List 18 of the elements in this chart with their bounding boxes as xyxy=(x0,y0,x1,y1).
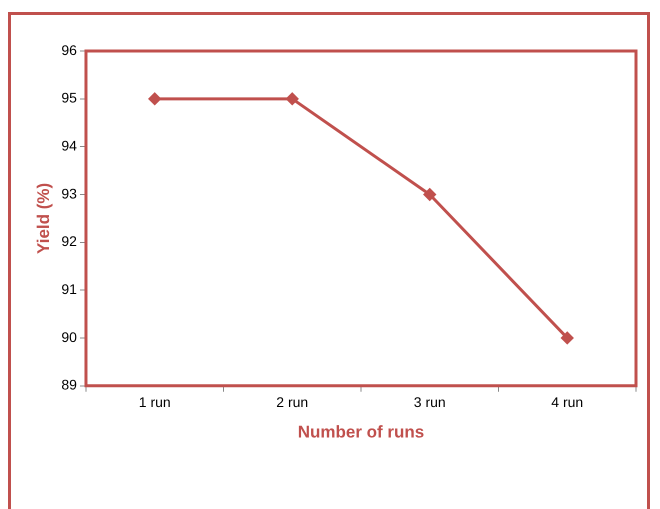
point xyxy=(286,92,299,106)
y-tick-label: 92 xyxy=(61,233,78,250)
y-axis-title: Yield (%) xyxy=(34,182,53,254)
y-tick-label: 94 xyxy=(61,138,78,154)
x-tick-label: 1 run xyxy=(138,394,171,410)
y-tick-label: 96 xyxy=(61,42,78,58)
point xyxy=(560,331,574,344)
y-tick-label: 93 xyxy=(61,185,78,202)
y-tick-label: 89 xyxy=(61,376,78,393)
point xyxy=(148,92,162,106)
y-tick-label: 95 xyxy=(61,90,78,106)
x-tick-label: 3 run xyxy=(414,394,446,410)
y-tick-label: 91 xyxy=(61,281,78,297)
x-axis-title: Number of runs xyxy=(298,422,424,442)
point xyxy=(423,188,436,201)
y-tick-label: 90 xyxy=(61,328,78,345)
x-tick-label: 2 run xyxy=(276,394,308,410)
x-tick-label: 4 run xyxy=(551,394,584,410)
